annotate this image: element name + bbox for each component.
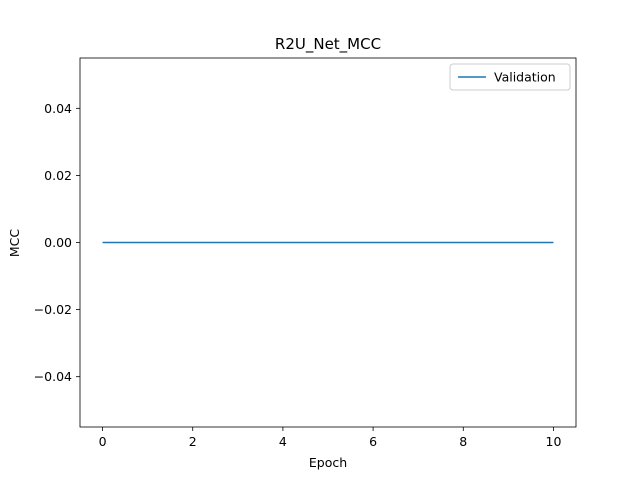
y-axis-ticks: −0.04 −0.02 0.00 0.02 0.04: [34, 101, 80, 384]
y-tick-label: −0.02: [34, 302, 72, 317]
y-axis-label: MCC: [7, 229, 22, 258]
x-tick-label: 2: [189, 434, 197, 449]
y-tick-label: 0.04: [44, 101, 72, 116]
y-tick-label: 0.00: [44, 235, 72, 250]
legend-label: Validation: [494, 70, 556, 85]
x-tick-label: 8: [459, 434, 467, 449]
chart-title: R2U_Net_MCC: [275, 35, 381, 54]
legend: Validation: [449, 63, 571, 91]
x-axis-ticks: 0 2 4 6 8 10: [99, 427, 562, 449]
y-tick-label: −0.04: [34, 369, 72, 384]
x-tick-label: 4: [279, 434, 287, 449]
x-tick-label: 6: [369, 434, 377, 449]
legend-box: [449, 63, 571, 91]
x-tick-label: 0: [99, 434, 107, 449]
x-tick-label: 10: [546, 434, 562, 449]
y-tick-label: 0.02: [44, 168, 72, 183]
x-axis-label: Epoch: [309, 455, 347, 470]
